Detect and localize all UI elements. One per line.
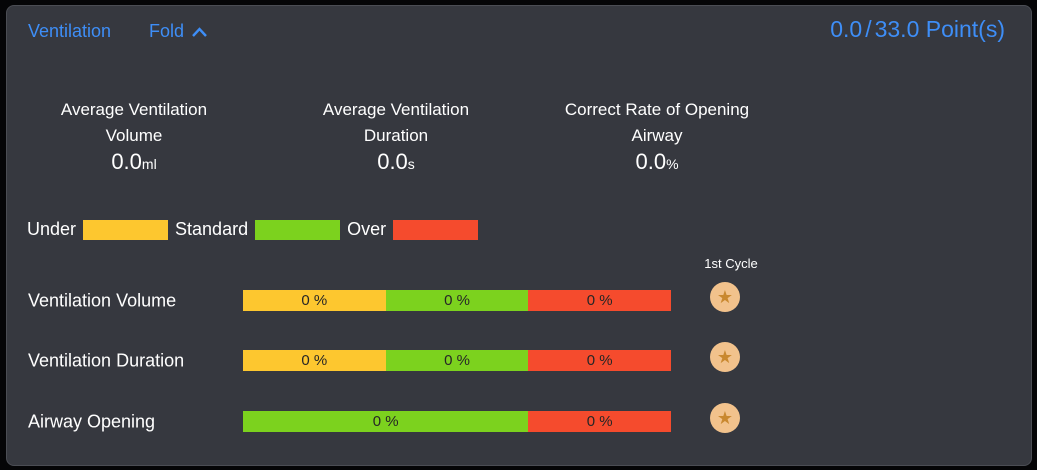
stat-value: 0.0s — [377, 149, 415, 174]
stacked-bar: 0 % 0 % — [243, 411, 671, 432]
bar-segment-under: 0 % — [243, 350, 386, 371]
metric-row-label: Airway Opening — [28, 411, 156, 431]
legend-swatch-standard — [255, 219, 341, 240]
legend-label-under: Under — [27, 219, 77, 239]
score-total: 33.0 — [874, 16, 920, 42]
stat-value: 0.0% — [635, 149, 679, 174]
legend: Under Standard Over — [27, 219, 479, 240]
bar-segment-under: 0 % — [243, 290, 386, 311]
bar-segment-standard: 0 % — [385, 290, 529, 311]
star-icon: ★ — [716, 408, 734, 428]
score-unit: Point(s) — [925, 16, 1005, 42]
score-divider: / — [865, 16, 872, 42]
cycle-star-badge: ★ — [710, 342, 740, 372]
legend-swatch-under — [83, 219, 169, 240]
metric-row-ventilation-volume: Ventilation Volume 0 % 0 % 0 % ★ — [7, 282, 1031, 312]
bar-segment-over: 0 % — [528, 411, 671, 432]
fold-toggle-label: Fold — [149, 21, 185, 41]
metric-row-ventilation-duration: Ventilation Duration 0 % 0 % 0 % ★ — [7, 342, 1031, 372]
legend-label-standard: Standard — [175, 219, 249, 239]
stat-label: Correct Rate of Opening — [564, 100, 750, 119]
section-title: Ventilation — [28, 21, 112, 41]
stat-label: Volume — [105, 126, 163, 145]
metric-row-label: Ventilation Duration — [28, 350, 185, 370]
stacked-bar: 0 % 0 % 0 % — [243, 290, 672, 311]
stat-label: Average Ventilation — [322, 100, 470, 119]
chevron-up-icon — [191, 25, 208, 38]
legend-swatch-over — [393, 219, 479, 240]
score-current: 0.0 — [830, 16, 863, 42]
ventilation-panel: Ventilation Fold 0.0/33.0 Point(s) Avera… — [6, 5, 1032, 466]
score-display: 0.0/33.0 Point(s) — [830, 16, 1005, 43]
bar-segment-standard: 0 % — [243, 411, 529, 432]
star-icon: ★ — [716, 347, 734, 367]
cycle-star-badge: ★ — [710, 282, 740, 312]
stat-unit: s — [407, 156, 415, 172]
stat-average-ventilation-duration: Average Ventilation Duration 0.0s — [276, 97, 516, 177]
fold-toggle[interactable]: Fold — [149, 21, 208, 42]
stacked-bar: 0 % 0 % 0 % — [243, 350, 672, 371]
cycle-star-badge: ★ — [710, 403, 740, 433]
stat-unit: % — [666, 156, 679, 172]
bar-segment-over: 0 % — [528, 350, 672, 371]
stat-label: Airway — [631, 126, 683, 145]
metric-row-label: Ventilation Volume — [28, 290, 177, 310]
stat-unit: ml — [141, 156, 157, 172]
bar-segment-standard: 0 % — [385, 350, 529, 371]
cycle-column-header: 1st Cycle — [704, 256, 758, 271]
stat-label: Duration — [363, 126, 429, 145]
legend-label-over: Over — [347, 219, 387, 239]
metric-row-airway-opening: Airway Opening 0 % 0 % ★ — [7, 403, 1031, 433]
stat-value: 0.0ml — [111, 149, 157, 174]
star-icon: ★ — [716, 287, 734, 307]
bar-segment-over: 0 % — [528, 290, 672, 311]
stat-label: Average Ventilation — [60, 100, 208, 119]
stat-average-ventilation-volume: Average Ventilation Volume 0.0ml — [14, 97, 254, 177]
stat-correct-rate-opening-airway: Correct Rate of Opening Airway 0.0% — [537, 97, 777, 177]
